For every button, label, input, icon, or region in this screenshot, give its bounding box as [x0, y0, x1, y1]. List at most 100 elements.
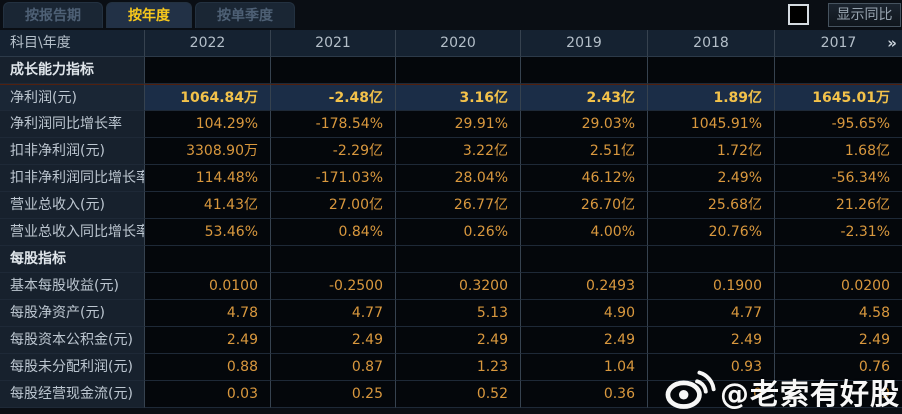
cell-value: 0.0200	[775, 273, 902, 300]
cell-value: 1.23	[396, 354, 521, 381]
cell-value: 1064.84万	[145, 84, 271, 111]
cell-value: 26.70亿	[521, 192, 648, 219]
table-row: 成长能力指标	[0, 57, 902, 84]
row-label: 每股资本公积金(元)	[0, 327, 145, 354]
cell-value: 4.78	[145, 300, 271, 327]
cell-value: 0.25	[271, 381, 396, 408]
cell-value: 4.00%	[521, 219, 648, 246]
cell-value: 1.89亿	[648, 84, 775, 111]
row-label: 基本每股收益(元)	[0, 273, 145, 300]
cell-value	[775, 57, 902, 84]
tab-annual[interactable]: 按年度	[106, 2, 192, 28]
cell-value: 2.49%	[648, 165, 775, 192]
cell-value: 0.1900	[648, 273, 775, 300]
cell-value: 2.49	[271, 327, 396, 354]
cell-value	[775, 246, 902, 273]
year-column-header: 2017»	[775, 30, 902, 57]
table-row: 净利润(元) 1064.84万 -2.48亿 3.16亿 2.43亿 1.89亿 1645.…	[0, 84, 902, 111]
row-label: 扣非净利润同比增长率	[0, 165, 145, 192]
cell-value: -2.31%	[775, 219, 902, 246]
cell-value	[271, 246, 396, 273]
cell-value: 4.77	[648, 300, 775, 327]
cell-value: 2.49	[775, 327, 902, 354]
cell-value	[521, 246, 648, 273]
cell-value: 26.77亿	[396, 192, 521, 219]
table-row: 营业总收入同比增长率 53.46% 0.84% 0.26% 4.00% 20.76% -2.…	[0, 219, 902, 246]
row-label: 成长能力指标	[0, 57, 145, 84]
table-body: 成长能力指标 净利润(元) 1064.84万 -2.48亿 3.16亿 2.43亿 1.89…	[0, 57, 902, 408]
row-label: 每股指标	[0, 246, 145, 273]
financial-table: 科目\年度 2022 2021 2020 2019 2018 2017» 成长能力指标 净利润…	[0, 30, 902, 408]
cell-value: 41.43亿	[145, 192, 271, 219]
cell-value: 25.68亿	[648, 192, 775, 219]
year-column-header: 2021	[271, 30, 396, 57]
cell-value: 4.58	[775, 300, 902, 327]
table-row: 每股经营现金流(元) 0.03 0.25 0.52 0.36 0 9	[0, 381, 902, 408]
corner-label: 科目\年度	[0, 30, 145, 57]
tab-single-quarter[interactable]: 按单季度	[195, 2, 295, 28]
cell-value: 104.29%	[145, 111, 271, 138]
table-header-row: 科目\年度 2022 2021 2020 2019 2018 2017»	[0, 30, 902, 57]
row-label: 每股经营现金流(元)	[0, 381, 145, 408]
cell-value: -2.29亿	[271, 138, 396, 165]
row-label: 每股净资产(元)	[0, 300, 145, 327]
table-row: 每股净资产(元) 4.78 4.77 5.13 4.90 4.77 4.58	[0, 300, 902, 327]
cell-value: 0.52	[396, 381, 521, 408]
cell-value: 2.49	[396, 327, 521, 354]
cell-value: -56.34%	[775, 165, 902, 192]
cell-value: -95.65%	[775, 111, 902, 138]
cell-value: 1.04	[521, 354, 648, 381]
cell-value: 2.49	[145, 327, 271, 354]
cell-value: 0.36	[521, 381, 648, 408]
cell-value: 5.13	[396, 300, 521, 327]
cell-value: 2.43亿	[521, 84, 648, 111]
cell-value: 1.68亿	[775, 138, 902, 165]
cell-value: -171.03%	[271, 165, 396, 192]
cell-value: 3.22亿	[396, 138, 521, 165]
row-label: 每股未分配利润(元)	[0, 354, 145, 381]
tab-report-period[interactable]: 按报告期	[3, 2, 103, 28]
cell-value: -2.48亿	[271, 84, 396, 111]
row-label: 营业总收入(元)	[0, 192, 145, 219]
cell-value: 2.49	[648, 327, 775, 354]
cell-value: 53.46%	[145, 219, 271, 246]
cell-value: 1045.91%	[648, 111, 775, 138]
table-row: 扣非净利润同比增长率 114.48% -171.03% 28.04% 46.12% 2.4…	[0, 165, 902, 192]
cell-value: 27.00亿	[271, 192, 396, 219]
cell-value: 0	[648, 381, 775, 408]
cell-value: 1645.01万	[775, 84, 902, 111]
cell-value	[396, 246, 521, 273]
table-row: 每股资本公积金(元) 2.49 2.49 2.49 2.49 2.49 2.49	[0, 327, 902, 354]
table-row: 净利润同比增长率 104.29% -178.54% 29.91% 29.03% 1045.…	[0, 111, 902, 138]
cell-value	[648, 57, 775, 84]
show-yoy-button[interactable]: 显示同比	[828, 3, 901, 27]
cell-value: 1.72亿	[648, 138, 775, 165]
cell-value: 3308.90万	[145, 138, 271, 165]
cell-value: 4.77	[271, 300, 396, 327]
cell-value: 3.16亿	[396, 84, 521, 111]
cell-value: 2.49	[521, 327, 648, 354]
row-label: 营业总收入同比增长率	[0, 219, 145, 246]
cell-value: 29.91%	[396, 111, 521, 138]
more-years-icon[interactable]: »	[887, 34, 897, 52]
cell-value: 46.12%	[521, 165, 648, 192]
cell-value: 0.26%	[396, 219, 521, 246]
cell-value: 0.0100	[145, 273, 271, 300]
table-row: 扣非净利润(元) 3308.90万 -2.29亿 3.22亿 2.51亿 1.72亿 1.6…	[0, 138, 902, 165]
show-yoy-checkbox[interactable]	[788, 4, 809, 25]
cell-value: -0.2500	[271, 273, 396, 300]
cell-value: 2.51亿	[521, 138, 648, 165]
cell-value: 29.03%	[521, 111, 648, 138]
cell-value	[145, 57, 271, 84]
table-row: 每股指标	[0, 246, 902, 273]
cell-value: 0.3200	[396, 273, 521, 300]
cell-value: 0.84%	[271, 219, 396, 246]
row-label: 净利润(元)	[0, 84, 145, 111]
cell-value: -178.54%	[271, 111, 396, 138]
year-column-header: 2020	[396, 30, 521, 57]
table-row: 基本每股收益(元) 0.0100 -0.2500 0.3200 0.2493 0.1900…	[0, 273, 902, 300]
table-row: 每股未分配利润(元) 0.88 0.87 1.23 1.04 0.93 0.76	[0, 354, 902, 381]
cell-value: 0.93	[648, 354, 775, 381]
cell-value	[396, 57, 521, 84]
year-column-header: 2019	[521, 30, 648, 57]
